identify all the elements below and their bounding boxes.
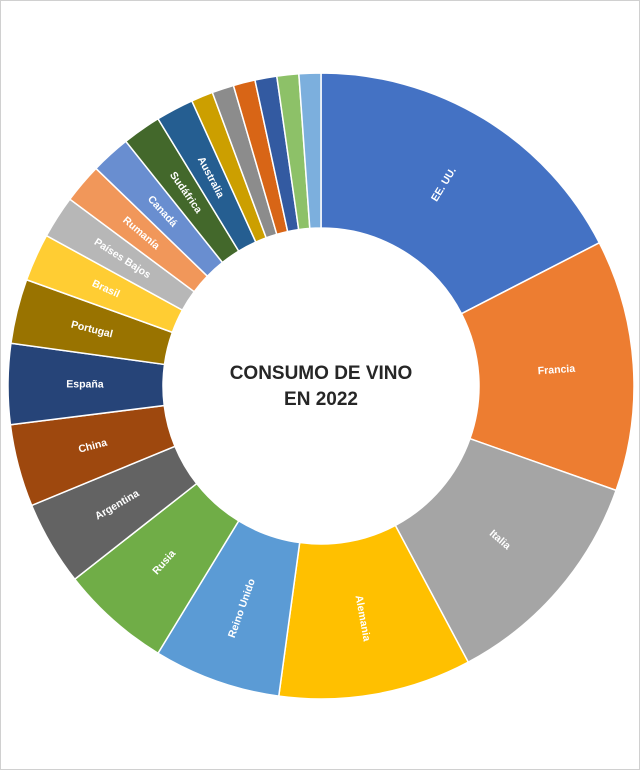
slice-label-1: Francia — [537, 363, 575, 378]
slice-0 — [320, 72, 601, 315]
slice-label-8: España — [66, 378, 104, 390]
slice-1 — [460, 241, 635, 492]
slice-21 — [298, 72, 322, 230]
chart-title-line-1: CONSUMO DE VINO — [230, 363, 413, 384]
chart-title-line-2: EN 2022 — [284, 389, 358, 410]
slices-group — [7, 72, 635, 700]
